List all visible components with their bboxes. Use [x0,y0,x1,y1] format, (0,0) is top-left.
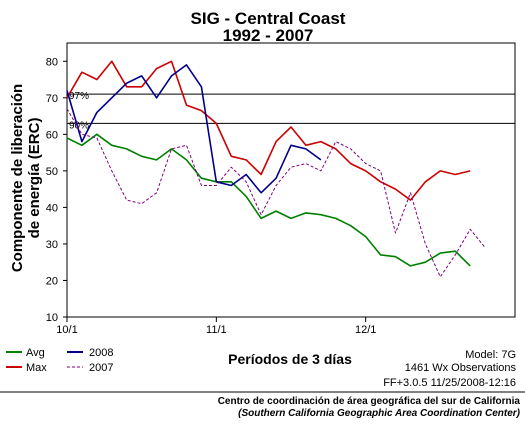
y-tick-label: 70 [46,93,58,105]
series-line-max [66,60,471,201]
credit: Centro de coordinación de área geográfic… [218,396,521,419]
x-tick-label: 12/1 [355,324,376,336]
y-tick-label: 40 [46,202,58,214]
observations-label: 1461 Wx Observations [405,362,517,374]
model-info: Model: 7G 1461 Wx Observations FF+3.0.5 … [383,349,516,389]
legend-label-2007: 2007 [89,362,113,374]
x-axis-label: Períodos de 3 días [228,351,352,367]
x-tick-label: 11/1 [206,324,227,336]
legend: Avg Max 2008 2007 [6,347,113,374]
credit-line2: (Southern California Geographic Area Coo… [238,408,521,419]
series-layer [66,60,486,278]
legend-label-avg: Avg [26,347,45,359]
series-line-2007 [66,108,486,278]
series-line-2008 [66,64,322,194]
credit-line1: Centro de coordinación de área geográfic… [218,396,521,407]
y-axis-label-line1: Componente de liberación [9,84,26,272]
y-axis-label-line2: de energía (ERC) [26,118,43,239]
reference-line-label: 90% [69,120,89,131]
reference-lines: 97% 90% [67,91,515,131]
model-label: Model: 7G [465,349,516,361]
chart-subtitle: 1992 - 2007 [223,26,314,45]
y-tick-label: 50 [46,166,58,178]
x-axis: 10/1 11/1 12/1 [56,317,376,336]
y-axis-label: Componente de liberación de energía (ERC… [9,84,43,272]
y-tick-label: 30 [46,239,58,251]
legend-label-max: Max [26,362,47,374]
y-tick-label: 10 [46,312,58,324]
series-line-avg [66,133,471,267]
legend-label-2008: 2008 [89,347,113,359]
y-axis: 10 20 30 40 50 60 70 80 [46,56,67,324]
plot-area [66,42,516,318]
y-tick-label: 20 [46,275,58,287]
reference-line-label: 97% [69,91,89,102]
chart-title: SIG - Central Coast [191,9,346,28]
version-label: FF+3.0.5 11/25/2008-12:16 [383,377,516,389]
y-tick-label: 80 [46,56,58,68]
x-tick-label: 10/1 [56,324,77,336]
y-tick-label: 60 [46,129,58,141]
